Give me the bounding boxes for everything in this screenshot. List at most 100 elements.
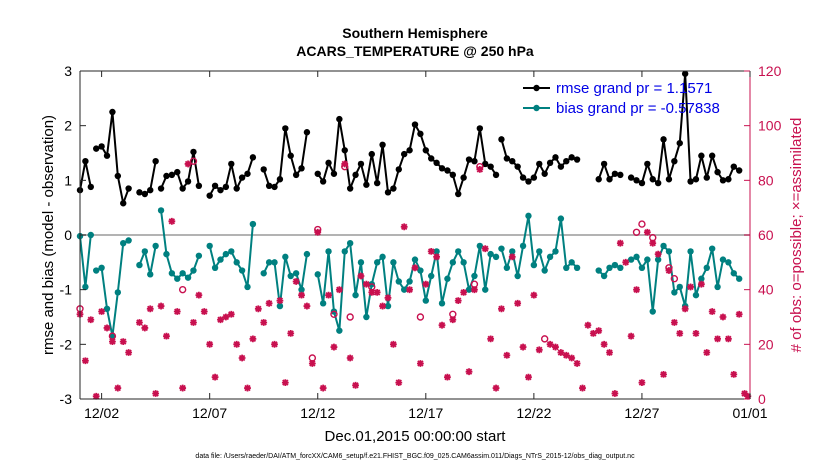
obs-assimilated-marker [119, 338, 127, 345]
bias-point [460, 259, 467, 266]
rmse-point [238, 174, 246, 181]
bias-point [498, 245, 505, 252]
rmse-point [649, 176, 656, 183]
bias-point [730, 270, 737, 277]
rmse-point [487, 163, 494, 170]
bias-point [217, 256, 224, 263]
rmse-point [141, 190, 149, 198]
y-tick-label: 1 [64, 172, 72, 188]
bias-point [314, 271, 321, 278]
obs-assimilated-marker [606, 349, 613, 356]
bias-point [692, 291, 700, 299]
rmse-point [352, 171, 359, 179]
obs-assimilated-marker [676, 330, 684, 337]
bias-point [568, 259, 575, 266]
legend-rmse-marker [533, 84, 540, 92]
obs-assimilated-marker [622, 258, 630, 266]
obs-assimilated-marker [503, 351, 511, 359]
x-tick-label: 12/07 [192, 405, 227, 421]
bias-point [703, 264, 710, 271]
bias-point [346, 240, 354, 247]
bias-point [492, 253, 500, 261]
bias-point [563, 264, 570, 271]
rmse-point [336, 115, 343, 123]
obs-assimilated-marker [346, 354, 354, 362]
obs-assimilated-marker [217, 316, 224, 324]
bias-point [433, 248, 440, 255]
obs-assimilated-marker [562, 351, 570, 359]
bias-point [282, 253, 289, 261]
y-right-tick-label: 80 [758, 172, 774, 188]
bias-point [487, 250, 494, 258]
rmse-point [195, 182, 203, 189]
obs-assimilated-marker [427, 248, 435, 255]
x-tick-label: 12/22 [516, 405, 551, 421]
bias-point [384, 302, 392, 310]
rmse-point [341, 147, 348, 154]
bias-point [336, 327, 343, 334]
obs-possible-marker [346, 313, 354, 321]
bias-point [411, 256, 419, 263]
legend-bias-label: bias grand pr = -0.57838 [556, 100, 720, 117]
bias-point [633, 253, 640, 261]
rmse-point [698, 152, 705, 159]
rmse-point [606, 176, 613, 183]
bias-point [222, 250, 230, 258]
bias-point [444, 275, 451, 282]
obs-assimilated-marker [157, 302, 165, 310]
bias-point [449, 259, 457, 266]
obs-assimilated-marker [276, 297, 284, 304]
obs-possible-marker [638, 220, 646, 228]
rmse-point [725, 176, 732, 183]
obs-assimilated-marker [271, 340, 278, 348]
bias-point [352, 291, 359, 299]
obs-assimilated-marker [190, 319, 197, 326]
obs-assimilated-marker [643, 228, 651, 236]
bias-point [735, 275, 743, 282]
bias-point [552, 248, 559, 255]
bias-point [525, 212, 532, 220]
bias-point [638, 264, 646, 271]
bias-point [87, 231, 95, 239]
rmse-point [265, 182, 273, 189]
obs-assimilated-marker [492, 384, 500, 392]
bias-point [676, 283, 683, 291]
y-tick-label: 0 [64, 227, 72, 243]
rmse-point [411, 121, 419, 128]
rmse-point [82, 158, 89, 165]
bias-point [141, 248, 149, 255]
rmse-line [316, 118, 497, 195]
legend-rmse-label: rmse grand pr = 1.1571 [556, 80, 712, 97]
obs-assimilated-marker [325, 291, 332, 299]
obs-assimilated-marker [141, 324, 149, 332]
bias-point [82, 283, 89, 291]
obs-assimilated-marker [687, 283, 694, 291]
rmse-point [503, 155, 511, 162]
obs-assimilated-marker [298, 291, 305, 299]
obs-assimilated-marker [319, 384, 327, 392]
bias-point [665, 248, 673, 255]
bias-point [325, 248, 332, 255]
obs-assimilated-marker [422, 280, 430, 288]
obs-assimilated-marker [498, 305, 505, 313]
obs-assimilated-marker [649, 239, 657, 247]
obs-assimilated-marker [314, 228, 322, 236]
obs-assimilated-marker [303, 302, 311, 310]
bias-point [503, 264, 511, 271]
rmse-point [103, 152, 111, 159]
rmse-point [687, 178, 694, 185]
rmse-point [671, 158, 678, 165]
rmse-point [98, 143, 105, 150]
obs-assimilated-marker [82, 357, 89, 365]
obs-assimilated-marker [595, 327, 603, 335]
rmse-point [174, 168, 181, 176]
y-right-tick-label: 60 [758, 227, 774, 243]
obs-assimilated-marker [481, 245, 489, 253]
obs-assimilated-marker [335, 286, 343, 294]
rmse-point [617, 171, 624, 179]
rmse-point [573, 156, 581, 163]
rmse-point [152, 158, 159, 165]
rmse-point [363, 181, 370, 188]
rmse-point [168, 171, 176, 179]
rmse-point [498, 136, 505, 143]
